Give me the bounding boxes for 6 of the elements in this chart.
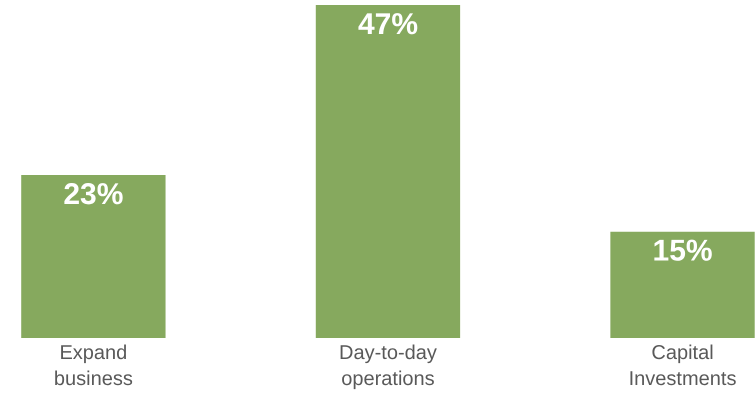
- x-tick-label: Day-to-day operations: [339, 342, 437, 390]
- x-tick-label: Capital Investments: [628, 342, 736, 390]
- x-tick-label: Expand business: [54, 342, 133, 390]
- data-label: 23%: [63, 178, 124, 212]
- data-label: 47%: [358, 8, 418, 41]
- data-label: 15%: [652, 234, 713, 268]
